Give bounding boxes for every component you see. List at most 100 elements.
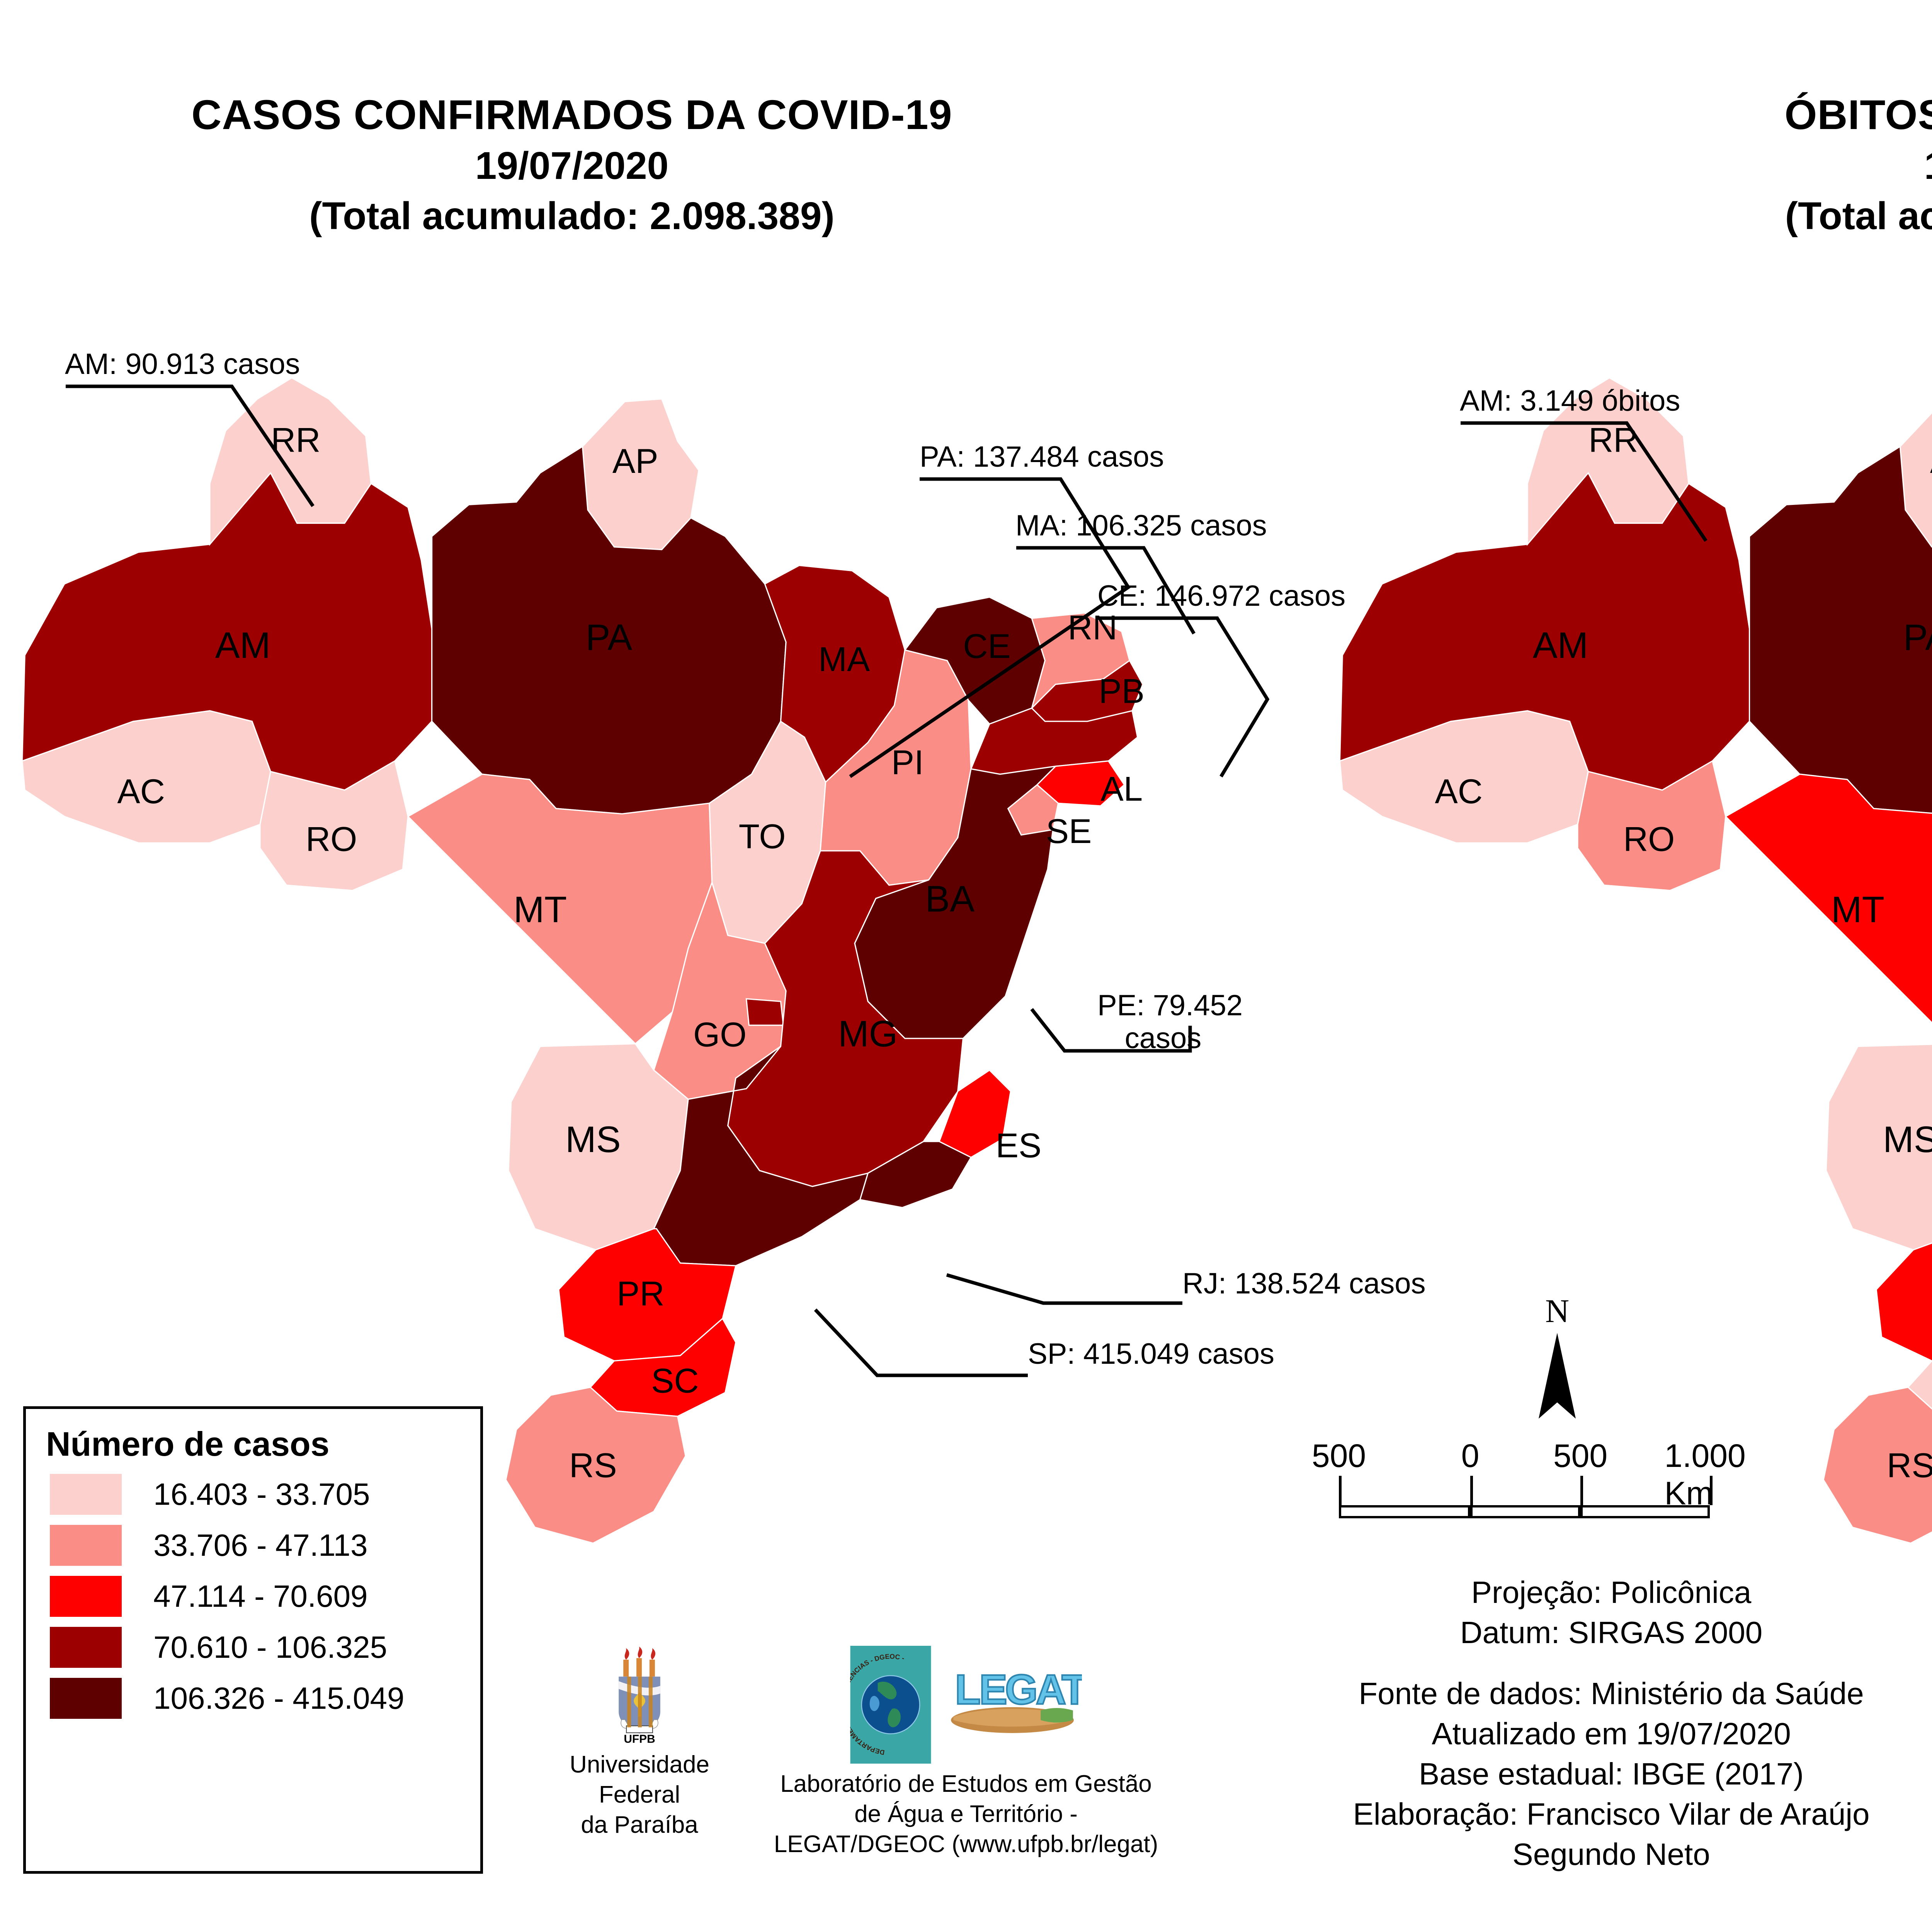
legend-swatch-1 [50, 1474, 122, 1515]
scale-label-2: 0 [1461, 1438, 1480, 1474]
legend-label-5: 106.326 - 415.049 [153, 1681, 405, 1715]
state-label-ac: AC [117, 772, 165, 811]
callout-deaths-am: AM: 3.149 óbitos [1460, 384, 1680, 417]
legend-label-2: 33.706 - 47.113 [153, 1528, 368, 1562]
legend-label-4: 70.610 - 106.325 [153, 1630, 387, 1664]
state-label-pa: PA [1903, 617, 1932, 658]
deaths-title-block: ÓBITOS POR COVID-19 19/07/2020 (Total ac… [1557, 89, 1932, 241]
state-pr[interactable] [1876, 1229, 1932, 1361]
projection-text: Projeção: Policônica [1471, 1575, 1752, 1609]
legat-caption-3: LEGAT/DGEOC (www.ufpb.br/legat) [774, 1831, 1158, 1858]
legat-letter-E: E [979, 1667, 1007, 1713]
scale-bar-ticks [1310, 1476, 1801, 1505]
logo-row: UFPB Universidade Federal da Paraíba DEP… [556, 1646, 1182, 1859]
cases-title-line2: 19/07/2020 [475, 144, 669, 187]
callout-cases-pe-line1: PE: 79.452 [1097, 989, 1243, 1022]
state-label-es: ES [996, 1127, 1042, 1165]
north-arrow: N [1499, 1294, 1615, 1423]
state-label-pr: PR [617, 1275, 665, 1313]
projection-group: Projeção: Policônica Datum: SIRGAS 2000 [1283, 1572, 1932, 1653]
legat-caption-1: Laboratório de Estudos em Gestão [780, 1771, 1152, 1797]
state-label-ap: AP [1930, 442, 1932, 480]
legat-letter-L: L [955, 1667, 981, 1713]
legend-cases-title: Número de casos [46, 1425, 330, 1463]
scale-label-3: 500 [1553, 1438, 1608, 1474]
legend-swatch-3 [50, 1576, 122, 1617]
source-group: Fonte de dados: Ministério da Saúde Atua… [1283, 1674, 1932, 1875]
cases-title-block: CASOS CONFIRMADOS DA COVID-19 19/07/2020… [70, 89, 1074, 241]
north-arrow-icon [1539, 1333, 1576, 1419]
legend-label-1: 16.403 - 33.705 [153, 1477, 370, 1511]
source-text: Fonte de dados: Ministério da Saúde [1359, 1676, 1864, 1711]
legat-wordmark-icon: L E G A T [951, 1665, 1082, 1733]
callout-cases-rj: RJ: 138.524 casos [1182, 1267, 1426, 1300]
state-label-mt: MT [1831, 889, 1884, 930]
state-label-pi: PI [891, 743, 924, 782]
state-label-rr: RR [271, 421, 320, 459]
callout-cases-pe: PE: 79.452 casos [1097, 989, 1243, 1055]
cases-title-line3: (Total acumulado: 2.098.389) [309, 194, 835, 238]
map-panel-cases: CASOS CONFIRMADOS DA COVID-19 19/07/2020… [0, 89, 1426, 1874]
state-label-ba: BA [925, 879, 975, 920]
scale-bar-labels: 500 0 500 1.000 Km [1310, 1437, 1801, 1511]
state-label-ap: AP [612, 442, 658, 480]
deaths-title-line1: ÓBITOS POR COVID-19 [1784, 91, 1932, 138]
callout-cases-pe-line2: casos [1124, 1022, 1202, 1055]
state-label-to: TO [739, 817, 786, 855]
legend-swatch-4 [50, 1627, 122, 1668]
legat-letter-G: G [1005, 1667, 1038, 1713]
map-metadata: Projeção: Policônica Datum: SIRGAS 2000 … [1283, 1572, 1932, 1875]
state-label-ms: MS [565, 1119, 621, 1160]
state-rj[interactable] [860, 1142, 971, 1208]
ufpb-caption-1: Universidade Federal [570, 1751, 709, 1808]
scale-label-1: 500 [1311, 1438, 1366, 1474]
state-df[interactable] [747, 999, 784, 1025]
legat-letter-A: A [1036, 1667, 1066, 1713]
state-label-rr: RR [1588, 421, 1638, 459]
callout-cases-sp: SP: 415.049 casos [1028, 1337, 1274, 1370]
legend-label-3: 47.114 - 70.609 [153, 1579, 368, 1613]
deaths-title-line2: 19/07/2020 [1557, 141, 1932, 191]
legat-letter-T: T [1062, 1667, 1082, 1713]
legend-item: 106.326 - 415.049 [26, 1678, 480, 1729]
state-ms[interactable] [1826, 1044, 1932, 1250]
state-label-rs: RS [1887, 1446, 1932, 1484]
legend-item: 70.610 - 106.325 [26, 1627, 480, 1678]
state-label-pa: PA [586, 617, 633, 658]
north-label: N [1545, 1292, 1570, 1329]
state-label-ma: MA [818, 640, 870, 678]
ufpb-caption-2: da Paraíba [581, 1812, 698, 1839]
state-label-se: SE [1046, 812, 1092, 850]
legat-caption-2: de Água e Território - [854, 1801, 1078, 1828]
legend-item: 33.706 - 47.113 [26, 1525, 480, 1576]
author-text-1: Elaboração: Francisco Vilar de Araújo [1353, 1797, 1870, 1831]
updated-text: Atualizado em 19/07/2020 [1432, 1716, 1791, 1751]
ufpb-logo-block: UFPB Universidade Federal da Paraíba [556, 1646, 723, 1840]
state-label-mg: MG [838, 1013, 898, 1054]
state-label-go: GO [693, 1015, 747, 1054]
state-label-am: AM [215, 625, 271, 666]
legend-swatch-5 [50, 1678, 122, 1719]
callout-cases-am: AM: 90.913 casos [65, 348, 300, 381]
base-text: Base estadual: IBGE (2017) [1418, 1757, 1804, 1791]
ufpb-crest-icon: UFPB [619, 1646, 660, 1744]
legend-cases: Número de casos 16.403 - 33.705 33.706 -… [23, 1406, 483, 1874]
legat-logo-block: DEPARTAMENTO DE GEOCIÊNCIAS - DGEOC - L … [750, 1646, 1182, 1859]
state-label-al: AL [1100, 770, 1143, 808]
legend-swatch-2 [50, 1525, 122, 1566]
map-panel-deaths: ÓBITOS POR COVID-19 19/07/2020 (Total ac… [1356, 0, 1932, 1917]
ufpb-abbrev: UFPB [624, 1733, 655, 1744]
cases-title-line1: CASOS CONFIRMADOS DA COVID-19 [191, 91, 952, 138]
state-label-rs: RS [569, 1446, 617, 1484]
state-label-pb: PB [1099, 672, 1145, 710]
datum-text: Datum: SIRGAS 2000 [1460, 1615, 1763, 1650]
callout-cases-pa: PA: 137.484 casos [920, 440, 1164, 473]
state-label-mt: MT [514, 889, 567, 930]
state-label-rn: RN [1068, 608, 1117, 647]
state-rs[interactable] [1823, 1387, 1932, 1543]
state-label-ro: RO [1623, 820, 1675, 858]
brazil-map-deaths[interactable]: ACAMRRROAPPATOMAPICERNPBALSEBAMTGOMSMGES… [1329, 325, 1932, 1561]
state-label-ms: MS [1883, 1119, 1932, 1160]
state-rs[interactable] [506, 1387, 685, 1543]
author-text-2: Segundo Neto [1512, 1837, 1710, 1871]
